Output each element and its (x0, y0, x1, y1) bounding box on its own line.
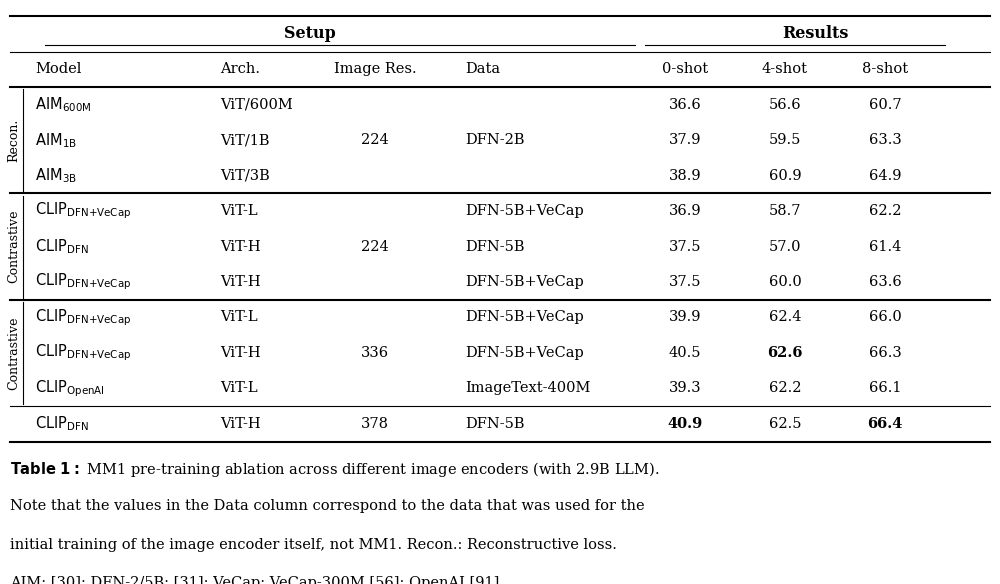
Text: 63.3: 63.3 (869, 133, 901, 147)
Text: 36.9: 36.9 (669, 204, 701, 218)
Text: Model: Model (35, 62, 81, 77)
Text: $\bf{Table\ 1:}$ MM1 pre-training ablation across different image encoders (with: $\bf{Table\ 1:}$ MM1 pre-training ablati… (10, 460, 659, 479)
Text: 224: 224 (361, 239, 389, 253)
Text: 62.2: 62.2 (869, 204, 901, 218)
Text: 39.9: 39.9 (669, 311, 701, 325)
Text: 0-shot: 0-shot (662, 62, 708, 77)
Text: 60.7: 60.7 (869, 98, 901, 112)
Text: 39.3: 39.3 (669, 381, 701, 395)
Text: ViT/600M: ViT/600M (220, 98, 293, 112)
Text: 59.5: 59.5 (769, 133, 801, 147)
Text: Recon.: Recon. (7, 119, 20, 162)
Text: 64.9: 64.9 (869, 169, 901, 183)
Text: DFN-5B: DFN-5B (465, 417, 524, 431)
Text: AIM: [30]; DFN-2/5B: [31]; VeCap: VeCap-300M [56]; OpenAI [91].: AIM: [30]; DFN-2/5B: [31]; VeCap: VeCap-… (10, 576, 504, 584)
Text: Note that the values in the Data column correspond to the data that was used for: Note that the values in the Data column … (10, 499, 645, 513)
Text: DFN-5B+VeCap: DFN-5B+VeCap (465, 275, 584, 289)
Text: Contrastive: Contrastive (7, 210, 21, 283)
Text: DFN-2B: DFN-2B (465, 133, 524, 147)
Text: 66.4: 66.4 (867, 417, 903, 431)
Text: $\mathrm{CLIP}_{\mathrm{OpenAI}}$: $\mathrm{CLIP}_{\mathrm{OpenAI}}$ (35, 378, 105, 399)
Text: 4-shot: 4-shot (762, 62, 808, 77)
Text: 40.9: 40.9 (667, 417, 703, 431)
Text: 62.5: 62.5 (769, 417, 801, 431)
Text: 62.6: 62.6 (767, 346, 803, 360)
Text: $\mathrm{CLIP}_{\mathrm{DFN{+}VeCap}}$: $\mathrm{CLIP}_{\mathrm{DFN{+}VeCap}}$ (35, 307, 131, 328)
Text: 37.5: 37.5 (669, 239, 701, 253)
Text: 66.3: 66.3 (869, 346, 901, 360)
Text: $\mathrm{CLIP}_{\mathrm{DFN}}$: $\mathrm{CLIP}_{\mathrm{DFN}}$ (35, 237, 89, 256)
Text: 8-shot: 8-shot (862, 62, 908, 77)
Text: 36.6: 36.6 (669, 98, 701, 112)
Text: 57.0: 57.0 (769, 239, 801, 253)
Text: ViT-L: ViT-L (220, 381, 258, 395)
Text: Setup: Setup (284, 25, 336, 43)
Text: 62.2: 62.2 (769, 381, 801, 395)
Text: $\mathrm{AIM}_{\mathrm{600M}}$: $\mathrm{AIM}_{\mathrm{600M}}$ (35, 95, 91, 114)
Text: DFN-5B: DFN-5B (465, 239, 524, 253)
Text: $\mathrm{CLIP}_{\mathrm{DFN{+}VeCap}}$: $\mathrm{CLIP}_{\mathrm{DFN{+}VeCap}}$ (35, 272, 131, 293)
Text: Image Res.: Image Res. (334, 62, 416, 77)
Text: 60.0: 60.0 (769, 275, 801, 289)
Text: Data: Data (465, 62, 500, 77)
Text: 61.4: 61.4 (869, 239, 901, 253)
Text: $\mathrm{CLIP}_{\mathrm{DFN{+}VeCap}}$: $\mathrm{CLIP}_{\mathrm{DFN{+}VeCap}}$ (35, 343, 131, 363)
Text: ViT-H: ViT-H (220, 346, 261, 360)
Text: $\mathrm{CLIP}_{\mathrm{DFN}}$: $\mathrm{CLIP}_{\mathrm{DFN}}$ (35, 415, 89, 433)
Text: DFN-5B+VeCap: DFN-5B+VeCap (465, 311, 584, 325)
Text: Arch.: Arch. (220, 62, 260, 77)
Text: DFN-5B+VeCap: DFN-5B+VeCap (465, 204, 584, 218)
Text: ViT/1B: ViT/1B (220, 133, 270, 147)
Text: 38.9: 38.9 (669, 169, 701, 183)
Text: ImageText-400M: ImageText-400M (465, 381, 590, 395)
Text: ViT-H: ViT-H (220, 239, 261, 253)
Text: 62.4: 62.4 (769, 311, 801, 325)
Text: 224: 224 (361, 133, 389, 147)
Text: 37.5: 37.5 (669, 275, 701, 289)
Text: 336: 336 (361, 346, 389, 360)
Text: $\mathrm{AIM}_{\mathrm{1B}}$: $\mathrm{AIM}_{\mathrm{1B}}$ (35, 131, 77, 150)
Text: 66.1: 66.1 (869, 381, 901, 395)
Text: Contrastive: Contrastive (7, 316, 21, 390)
Text: 60.9: 60.9 (769, 169, 801, 183)
Text: 58.7: 58.7 (769, 204, 801, 218)
Text: $\mathrm{AIM}_{\mathrm{3B}}$: $\mathrm{AIM}_{\mathrm{3B}}$ (35, 166, 77, 185)
Text: ViT-H: ViT-H (220, 275, 261, 289)
Text: ViT/3B: ViT/3B (220, 169, 270, 183)
Text: ViT-H: ViT-H (220, 417, 261, 431)
Text: 56.6: 56.6 (769, 98, 801, 112)
Text: initial training of the image encoder itself, not MM1. Recon.: Reconstructive lo: initial training of the image encoder it… (10, 538, 617, 552)
Text: 378: 378 (361, 417, 389, 431)
Text: 37.9: 37.9 (669, 133, 701, 147)
Text: 63.6: 63.6 (869, 275, 901, 289)
Text: 40.5: 40.5 (669, 346, 701, 360)
Text: 66.0: 66.0 (869, 311, 901, 325)
Text: ViT-L: ViT-L (220, 311, 258, 325)
Text: ViT-L: ViT-L (220, 204, 258, 218)
Text: $\mathrm{CLIP}_{\mathrm{DFN{+}VeCap}}$: $\mathrm{CLIP}_{\mathrm{DFN{+}VeCap}}$ (35, 201, 131, 221)
Text: Results: Results (782, 25, 848, 43)
Text: DFN-5B+VeCap: DFN-5B+VeCap (465, 346, 584, 360)
